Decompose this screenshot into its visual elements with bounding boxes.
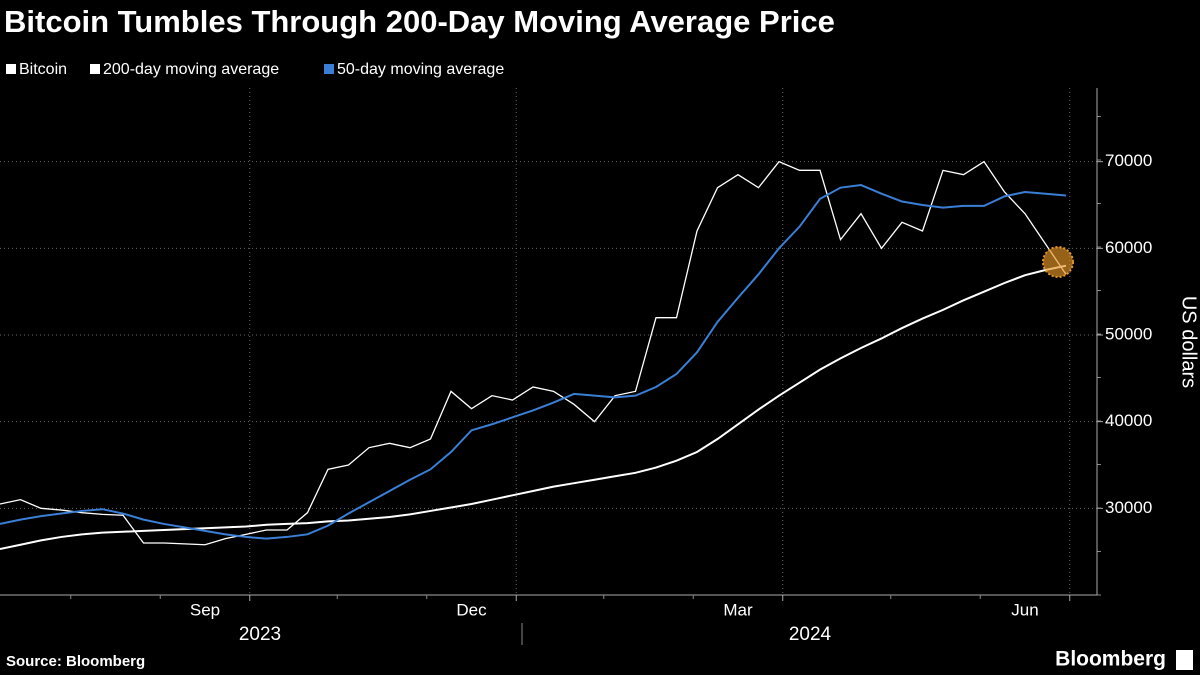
y-axis-label: US dollars [1178,296,1200,388]
legend-label: 200-day moving average [103,61,279,78]
legend-label: Bitcoin [19,61,67,78]
x-tick-label: Sep [190,600,220,619]
y-tick-label: 30000 [1105,498,1152,517]
x-tick-label: Dec [456,600,487,619]
highlight [1042,246,1074,278]
y-tick-label: 50000 [1105,324,1152,343]
x-tick-label: Jun [1011,600,1038,619]
y-tick-label: 70000 [1105,151,1152,170]
chart-title: Bitcoin Tumbles Through 200-Day Moving A… [4,4,835,39]
legend-label: 50-day moving average [337,61,504,78]
source: Source: Bloomberg [6,653,145,670]
x-tick-label: Mar [723,600,753,619]
series-line [0,184,1067,540]
series-line [0,160,1067,546]
legend-swatch [6,64,16,74]
legend: Bitcoin 200-day moving average 50-day movi… [6,61,504,78]
y-tick-label: 60000 [1105,238,1152,257]
y-tick-label: 40000 [1105,411,1152,430]
series-line [0,264,1067,551]
legend-swatch [90,64,100,74]
x-group-label: 2024 [789,624,832,645]
brand: Bloomberg [1055,648,1166,671]
x-group-label: 2023 [239,624,281,645]
legend-swatch [324,64,334,74]
brand-icon [1176,650,1193,670]
